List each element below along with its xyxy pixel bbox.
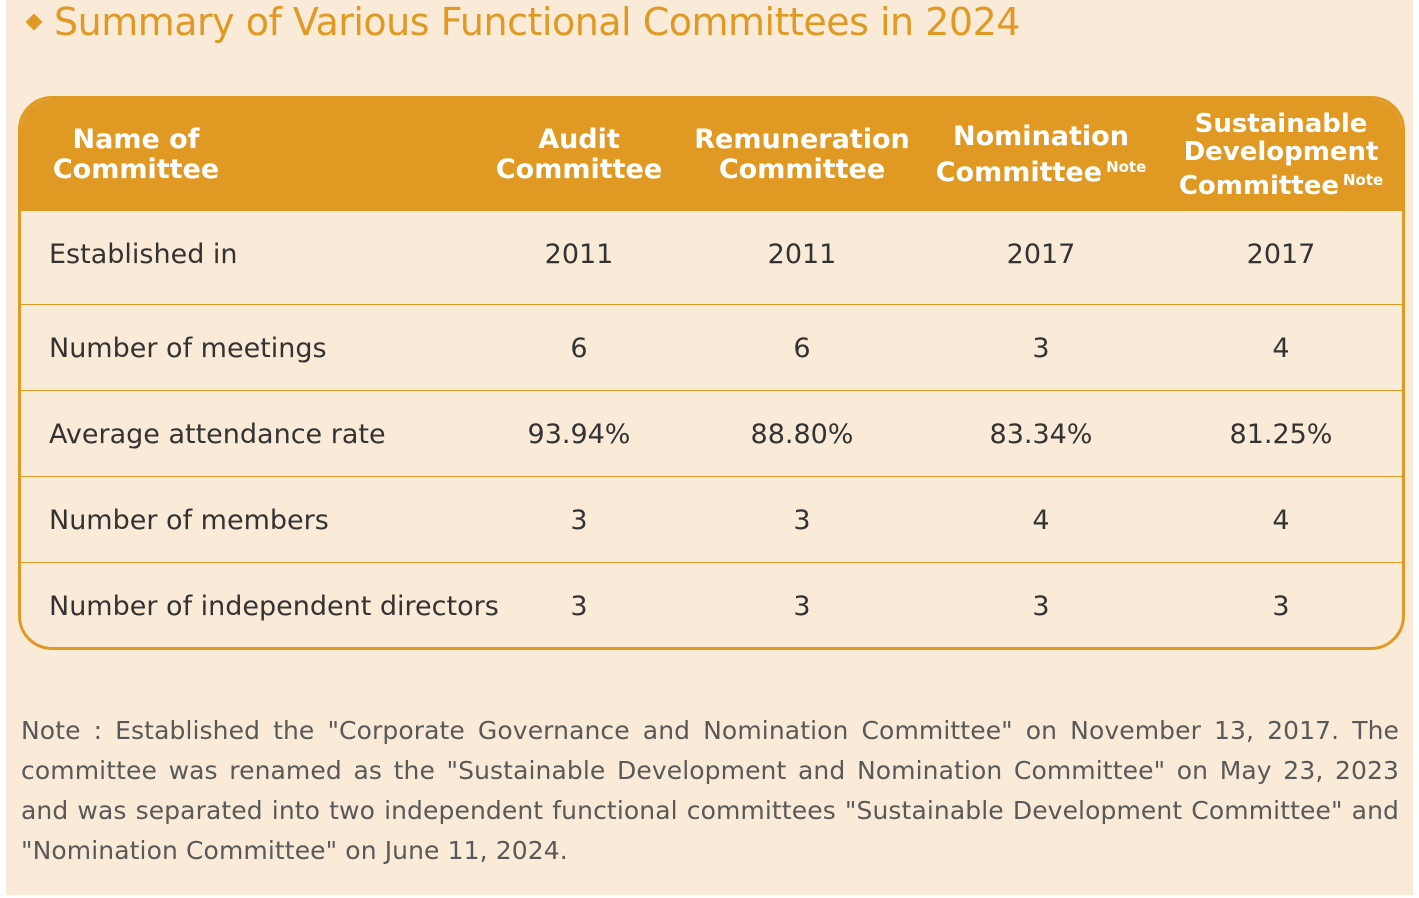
- table-cell: 3: [570, 504, 588, 536]
- title-row: Summary of Various Functional Committees…: [25, 0, 1020, 44]
- header-line: Committee: [52, 154, 220, 185]
- row-label: Number of meetings: [49, 332, 327, 364]
- row-label: Established in: [49, 238, 238, 270]
- header-line: Committee Note: [1179, 166, 1383, 200]
- header-audit-committee: Audit Committee: [483, 99, 675, 211]
- row-label: Number of members: [49, 504, 329, 536]
- note-superscript: Note: [1342, 171, 1384, 189]
- page: Summary of Various Functional Committees…: [6, 0, 1413, 895]
- table-cell: 3: [1272, 590, 1290, 622]
- page-title: Summary of Various Functional Committees…: [54, 0, 1020, 44]
- table-cell: 81.25%: [1229, 418, 1333, 450]
- table-cell: 2011: [767, 238, 837, 270]
- table-cell: 3: [793, 590, 811, 622]
- table-cell: 83.34%: [989, 418, 1093, 450]
- header-line: Development: [1183, 137, 1379, 167]
- header-line: Sustainable: [1194, 109, 1368, 139]
- header-line: Committee: [718, 154, 886, 185]
- header-line: Committee Note: [936, 152, 1147, 188]
- table-row: Number of meetings 6 6 3 4: [21, 304, 1402, 391]
- header-line: Committee: [495, 154, 663, 185]
- header-line: Remuneration: [694, 124, 910, 155]
- table-row: Number of independent directors 3 3 3 3: [21, 562, 1402, 647]
- header-line: Audit: [538, 124, 620, 155]
- committees-table: Name of Committee Audit Committee Remune…: [18, 96, 1405, 650]
- table-cell: 4: [1272, 504, 1290, 536]
- table-cell: 4: [1272, 332, 1290, 364]
- table-cell: 4: [1032, 504, 1050, 536]
- table-cell: 6: [570, 332, 588, 364]
- header-line-text: Committee: [1178, 171, 1339, 201]
- table-cell: 3: [793, 504, 811, 536]
- header-line-text: Committee: [935, 157, 1103, 188]
- table-row: Established in 2011 2011 2017 2017: [21, 211, 1402, 297]
- header-name-of-committee: Name of Committee: [21, 99, 251, 211]
- table-row: Number of members 3 3 4 4: [21, 476, 1402, 563]
- table-cell: 2011: [544, 238, 614, 270]
- table-cell: 6: [793, 332, 811, 364]
- table-cell: 3: [570, 590, 588, 622]
- table-cell: 3: [1032, 590, 1050, 622]
- header-line: Nomination: [953, 121, 1129, 152]
- header-sustainable-development-committee: Sustainable Development Committee Note: [1169, 99, 1393, 211]
- header-line: Name of: [72, 124, 200, 155]
- table-cell: 2017: [1246, 238, 1316, 270]
- header-nomination-committee: Nomination Committee Note: [927, 99, 1155, 211]
- diamond-icon: [25, 13, 43, 31]
- note-superscript: Note: [1106, 158, 1147, 176]
- row-label: Number of independent directors: [49, 590, 499, 622]
- table-cell: 93.94%: [527, 418, 631, 450]
- table-row: Average attendance rate 93.94% 88.80% 83…: [21, 390, 1402, 477]
- table-cell: 2017: [1006, 238, 1076, 270]
- table-cell: 3: [1032, 332, 1050, 364]
- table-cell: 88.80%: [750, 418, 854, 450]
- table-header: Name of Committee Audit Committee Remune…: [21, 99, 1402, 211]
- footnote: Note : Established the "Corporate Govern…: [21, 716, 1399, 865]
- header-remuneration-committee: Remuneration Committee: [694, 99, 910, 211]
- row-label: Average attendance rate: [49, 418, 386, 450]
